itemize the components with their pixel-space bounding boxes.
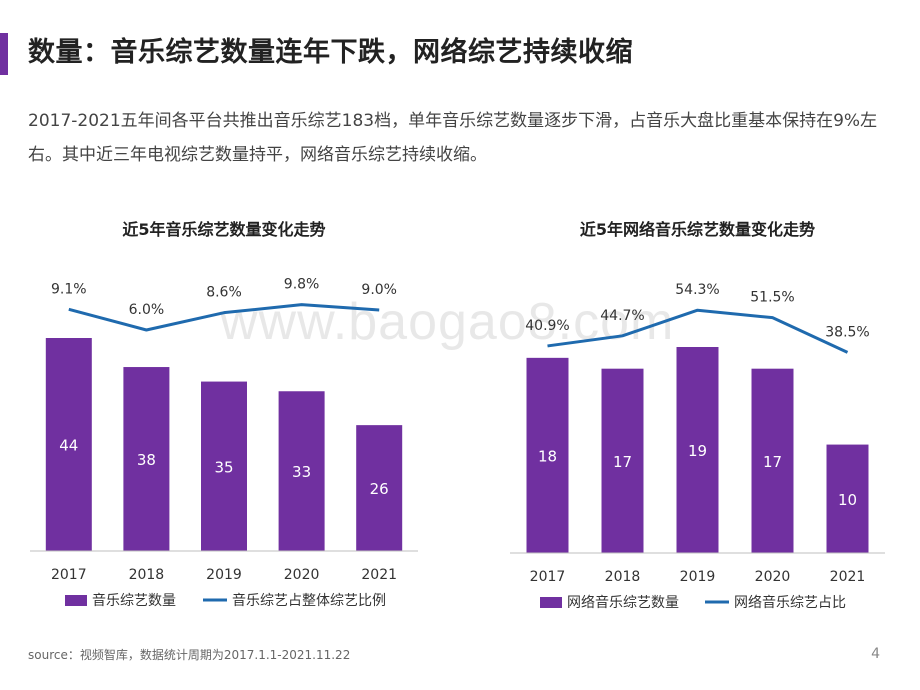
line-series-0 bbox=[68, 303, 380, 332]
bar-2018 bbox=[123, 367, 170, 551]
bar-value-label: 10 bbox=[838, 491, 857, 509]
page-number: 4 bbox=[871, 646, 880, 662]
x-tick-label: 2020 bbox=[284, 567, 320, 583]
x-tick-label: 2017 bbox=[51, 567, 87, 583]
bar-value-label: 35 bbox=[214, 458, 233, 476]
bar-value-label: 33 bbox=[292, 463, 311, 481]
legend-bar-label: 网络音乐综艺数量 bbox=[567, 594, 679, 611]
legend-line-label: 网络音乐综艺占比 bbox=[734, 594, 846, 611]
legend-bar-swatch bbox=[65, 595, 87, 606]
chart-music-variety: 近5年音乐综艺数量变化走势 44 38 35 33 26 2017 2018 2019 2020 2… bbox=[30, 220, 418, 609]
line-value-label: 8.6% bbox=[206, 285, 242, 301]
bar-2017 bbox=[45, 338, 92, 551]
line-series-1 bbox=[547, 308, 849, 354]
x-tick-label: 2019 bbox=[680, 569, 716, 585]
legend-bar-swatch bbox=[540, 597, 562, 608]
bar-2017 bbox=[526, 357, 569, 553]
line-value-label: 6.0% bbox=[129, 302, 165, 318]
source-note: source：视频智库，数据统计周期为2017.1.1-2021.11.22 bbox=[28, 648, 351, 662]
x-tick-label: 2018 bbox=[605, 569, 641, 585]
bar-value-label: 17 bbox=[763, 453, 782, 471]
x-tick-label: 2020 bbox=[755, 569, 791, 585]
bar-2019 bbox=[201, 381, 247, 551]
line-value-label: 9.0% bbox=[361, 282, 397, 298]
line-value-label: 54.3% bbox=[675, 282, 719, 298]
line-value-label: 40.9% bbox=[525, 318, 569, 334]
x-tick-label: 2017 bbox=[530, 569, 566, 585]
bar-2019 bbox=[676, 347, 719, 553]
line-value-label: 9.8% bbox=[284, 277, 320, 293]
x-tick-label: 2021 bbox=[830, 569, 866, 585]
bar-value-label: 17 bbox=[613, 453, 632, 471]
x-tick-label: 2021 bbox=[361, 567, 397, 583]
x-tick-label: 2019 bbox=[206, 567, 242, 583]
bar-2018 bbox=[601, 368, 644, 553]
bar-value-label: 19 bbox=[688, 442, 707, 460]
bar-2020 bbox=[278, 391, 325, 551]
title-accent-bar bbox=[0, 33, 8, 75]
line-value-label: 44.7% bbox=[600, 308, 644, 324]
line-value-label: 51.5% bbox=[750, 290, 794, 306]
chart-network-music-variety: 近5年网络音乐综艺数量变化走势 18 17 19 17 10 2017 2018 2019 202… bbox=[510, 220, 885, 611]
x-tick-label: 2018 bbox=[129, 567, 165, 583]
bar-value-label: 26 bbox=[370, 480, 389, 498]
line-value-label: 38.5% bbox=[825, 324, 869, 340]
bar-value-label: 18 bbox=[538, 447, 557, 465]
chart-title: 近5年音乐综艺数量变化走势 bbox=[122, 220, 325, 239]
bar-value-label: 44 bbox=[59, 437, 78, 455]
legend-bar-label: 音乐综艺数量 bbox=[92, 592, 176, 609]
line-value-label: 9.1% bbox=[51, 281, 87, 297]
chart-title: 近5年网络音乐综艺数量变化走势 bbox=[580, 220, 815, 239]
bar-2020 bbox=[751, 368, 794, 553]
bar-2021 bbox=[356, 425, 403, 551]
page-title: 数量：音乐综艺数量连年下跌，网络综艺持续收缩 bbox=[28, 37, 633, 68]
bar-value-label: 38 bbox=[137, 451, 156, 469]
bar-2021 bbox=[826, 444, 869, 553]
intro-paragraph: 2017-2021五年间各平台共推出音乐综艺183档，单年音乐综艺数量逐步下滑，… bbox=[28, 111, 878, 165]
legend-line-label: 音乐综艺占整体综艺比例 bbox=[232, 592, 386, 609]
